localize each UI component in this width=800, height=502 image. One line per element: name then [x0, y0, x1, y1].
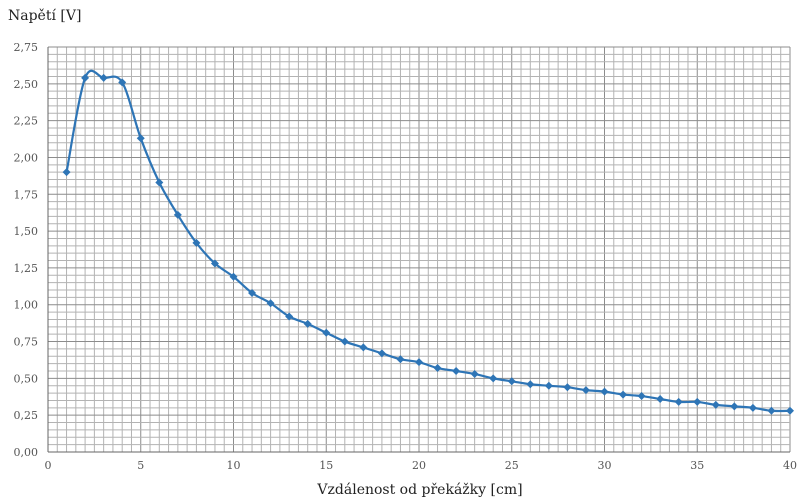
data-point [693, 397, 702, 406]
data-point [581, 386, 590, 395]
data-point [711, 400, 720, 409]
x-axis-title: Vzdálenost od překážky [cm] [316, 482, 522, 498]
data-point [600, 387, 609, 396]
data-point [173, 210, 182, 219]
data-point [396, 355, 405, 364]
data-point [656, 394, 665, 403]
data-point [507, 377, 516, 386]
series-line [65, 69, 791, 413]
y-axis-title: Napětí [V] [8, 8, 81, 24]
data-point [229, 272, 238, 281]
data-point [303, 319, 312, 328]
x-tick-labels: 0 5 10 15 20 25 30 35 40 [45, 459, 798, 472]
data-point [786, 406, 794, 415]
data-point [730, 402, 739, 411]
data-point [767, 406, 776, 415]
y-tick-label: 1,75 [14, 188, 39, 201]
y-tick-label: 1,50 [14, 225, 39, 238]
data-point [563, 383, 572, 392]
x-tick-label: 15 [319, 459, 333, 472]
data-point [489, 374, 498, 383]
data-point [322, 328, 331, 337]
data-point [433, 364, 442, 373]
data-point [637, 392, 646, 401]
data-point [340, 337, 349, 346]
data-point [155, 178, 164, 187]
data-point [248, 288, 257, 297]
data-point [81, 73, 90, 82]
y-tick-label: 0,75 [14, 336, 39, 349]
y-tick-label: 2,50 [14, 78, 39, 91]
y-tick-label: 1,25 [14, 262, 39, 275]
data-point [674, 397, 683, 406]
y-tick-label: 0,25 [14, 409, 39, 422]
grid-lines [47, 46, 791, 453]
axes [47, 47, 790, 453]
y-tick-label: 2,75 [14, 41, 39, 54]
data-point [118, 78, 127, 87]
data-point [192, 238, 201, 247]
data-point [544, 381, 553, 390]
x-tick-label: 10 [227, 459, 241, 472]
x-tick-label: 25 [505, 459, 519, 472]
x-tick-label: 5 [137, 459, 144, 472]
data-point [210, 259, 219, 268]
x-tick-label: 35 [690, 459, 704, 472]
data-point [452, 367, 461, 375]
y-tick-label: 0,50 [14, 372, 39, 385]
y-tick-label: 1,00 [14, 299, 39, 312]
y-tick-labels: 0,00 0,25 0,50 0,75 1,00 1,25 1,50 1,75 2,00 2,25… [14, 41, 39, 459]
data-point [526, 380, 535, 389]
x-tick-label: 20 [412, 459, 426, 472]
data-point [99, 73, 108, 82]
data-point [285, 312, 294, 321]
data-point [470, 369, 479, 378]
data-point [415, 358, 423, 367]
y-tick-label: 0,00 [14, 446, 39, 459]
y-tick-label: 2,00 [14, 151, 39, 164]
data-point [136, 134, 145, 143]
x-tick-label: 0 [45, 459, 52, 472]
y-tick-label: 2,25 [14, 115, 39, 128]
data-point [62, 168, 71, 177]
data-point [359, 343, 368, 352]
data-point [619, 390, 628, 399]
x-tick-label: 30 [598, 459, 612, 472]
series-voltage [62, 69, 794, 415]
data-point [266, 299, 275, 308]
x-tick-label: 40 [783, 459, 797, 472]
data-point [748, 403, 757, 412]
data-point [377, 349, 386, 358]
